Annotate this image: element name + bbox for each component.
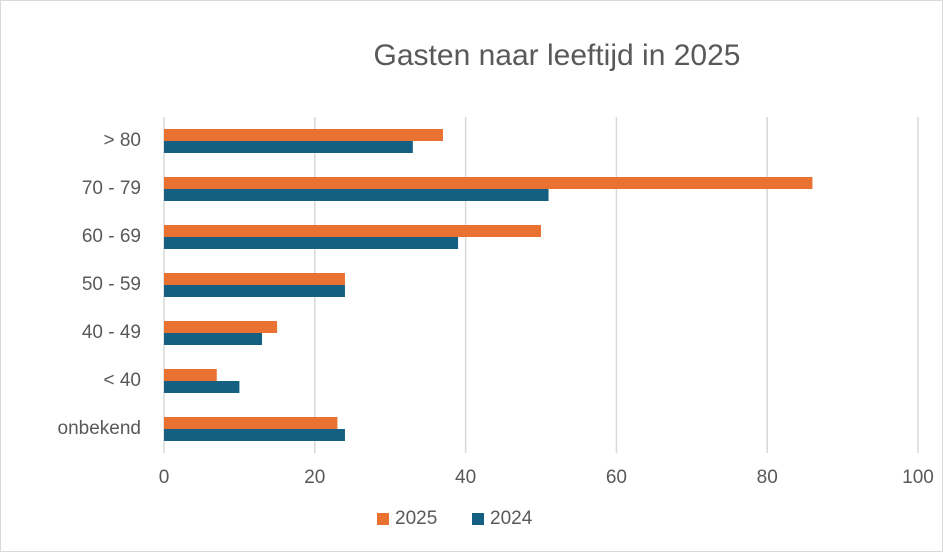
chart-title: Gasten naar leeftijd in 2025: [374, 39, 741, 72]
x-tick-label: 80: [757, 467, 778, 488]
x-tick-label: 40: [455, 467, 476, 488]
y-tick-label: 50 - 59: [82, 274, 141, 295]
bar: [164, 333, 263, 345]
bar: [164, 141, 413, 153]
y-tick-label: onbekend: [58, 418, 141, 439]
bar: [164, 369, 217, 381]
y-tick-label: < 40: [103, 370, 141, 391]
bar: [164, 273, 345, 285]
y-tick-label: 60 - 69: [82, 226, 141, 247]
bar: [164, 189, 549, 201]
legend-label: 2024: [490, 508, 533, 529]
bar: [164, 381, 240, 393]
legend-swatch: [377, 513, 389, 525]
bar: [164, 321, 278, 333]
y-tick-label: 40 - 49: [82, 322, 141, 343]
legend-swatch: [472, 513, 484, 525]
bar: [164, 429, 345, 441]
y-tick-label: 70 - 79: [82, 178, 141, 199]
x-tick-label: 100: [902, 467, 934, 488]
bar: [164, 129, 443, 141]
x-tick-label: 60: [606, 467, 627, 488]
x-tick-label: 20: [304, 467, 325, 488]
y-tick-label: > 80: [103, 130, 141, 151]
bar: [164, 237, 459, 249]
bar: [164, 225, 541, 237]
bar: [164, 417, 338, 429]
bar: [164, 285, 345, 297]
legend-label: 2025: [395, 508, 437, 529]
bar: [164, 177, 813, 189]
x-tick-label: 0: [159, 467, 170, 488]
